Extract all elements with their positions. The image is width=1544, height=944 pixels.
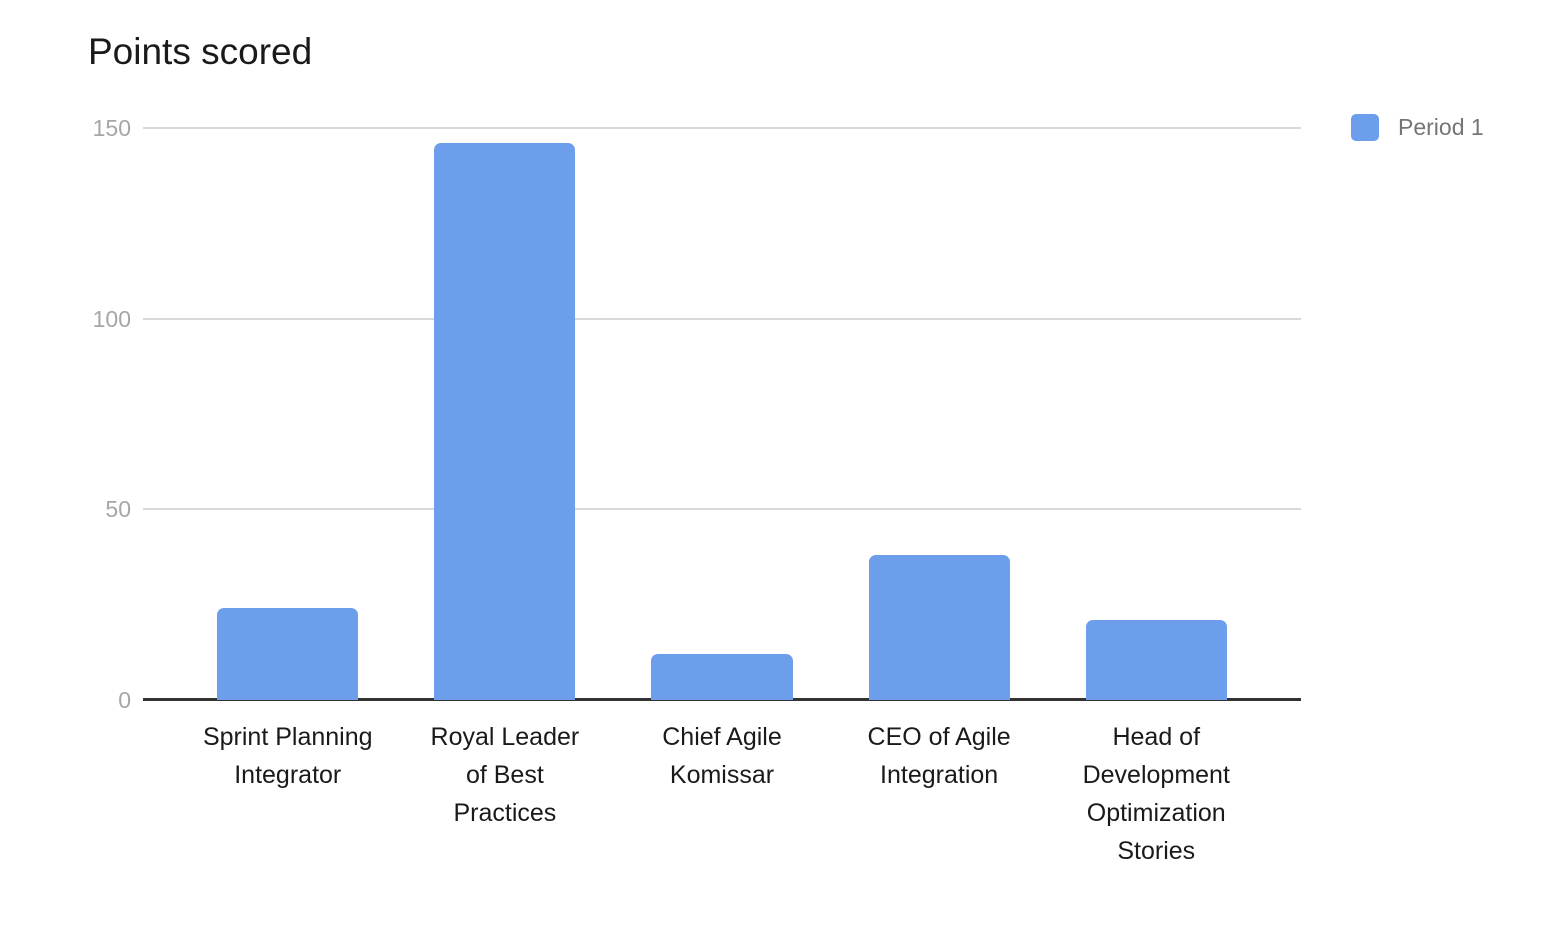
gridline-100 <box>143 317 1301 320</box>
category-label-5: Head of Development Optimization Stories <box>1082 723 1230 865</box>
bar-5 <box>1085 619 1227 700</box>
bar-1 <box>217 608 359 700</box>
plot-area <box>143 127 1301 701</box>
legend-swatch <box>1351 114 1379 141</box>
legend: Period 1 <box>1351 114 1484 141</box>
category-label-1: Sprint Planning Integrator <box>202 723 373 789</box>
legend-label: Period 1 <box>1398 114 1484 140</box>
gridline-50 <box>143 508 1301 511</box>
category-label-3: Chief Agile Komissar <box>662 723 782 789</box>
category-label-4: CEO of Agile Integration <box>867 723 1011 789</box>
chart-title: Points scored <box>88 31 313 72</box>
y-tick-label-150: 150 <box>92 115 131 141</box>
y-tick-label-100: 100 <box>92 305 131 332</box>
y-tick-label-0: 0 <box>118 687 131 713</box>
bar-2 <box>434 143 576 700</box>
bar-3 <box>651 654 793 700</box>
gridline-150 <box>143 127 1301 129</box>
bar-4 <box>868 555 1010 700</box>
category-label-2: Royal Leader of Best Practices <box>430 723 580 827</box>
y-tick-label-50: 50 <box>105 496 131 523</box>
